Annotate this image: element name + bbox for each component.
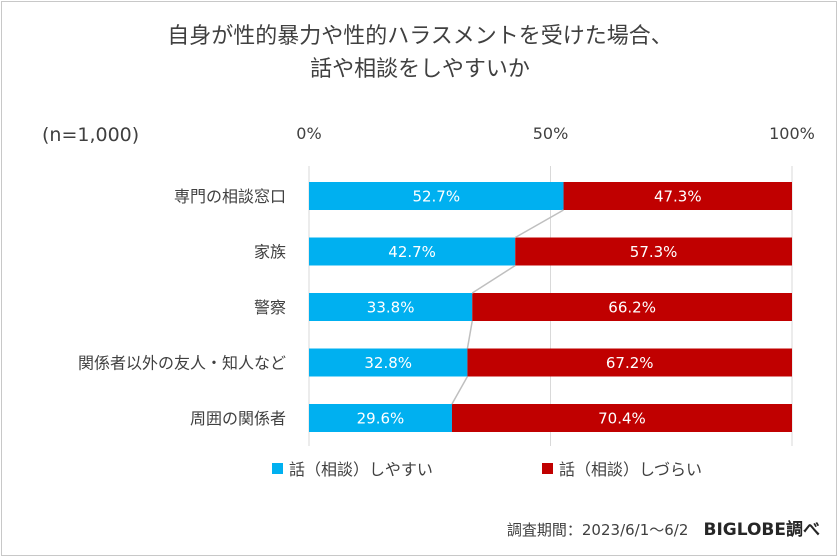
bar-hard xyxy=(472,293,792,321)
survey-period: 調査期間：2023/6/1～6/2 xyxy=(506,521,689,539)
category-label: 周囲の関係者 xyxy=(190,409,286,428)
category-label: 専門の相談窓口 xyxy=(174,187,286,206)
legend-item-easy: 話（相談）しやすい xyxy=(272,456,433,480)
bar-hard xyxy=(467,348,792,377)
bar-easy xyxy=(309,348,468,377)
series-connector xyxy=(514,209,564,239)
category-label: 家族 xyxy=(254,243,286,262)
data-label-hard: 57.3% xyxy=(630,243,678,261)
x-tick-label: 0% xyxy=(296,124,321,143)
data-label-easy: 42.7% xyxy=(388,243,436,261)
data-label-hard: 66.2% xyxy=(608,299,656,317)
series-connector xyxy=(451,376,469,405)
series-connector xyxy=(466,320,473,349)
legend-label-hard: 話（相談）しづらい xyxy=(559,460,703,479)
category-label: 関係者以外の友人・知人など xyxy=(78,354,286,373)
data-label-easy: 33.8% xyxy=(367,299,415,317)
data-label-hard: 70.4% xyxy=(598,410,646,428)
bar-easy xyxy=(309,404,452,432)
legend-label-easy: 話（相談）しやすい xyxy=(289,460,433,479)
data-label-hard: 67.2% xyxy=(606,354,654,372)
data-label-hard: 47.3% xyxy=(654,188,702,206)
bar-easy xyxy=(309,237,516,266)
footer: 調査期間：2023/6/1～6/2 BIGLOBE調べ xyxy=(507,515,820,540)
x-tick-label: 100% xyxy=(769,124,815,143)
sample-size-note: (n=1,000) xyxy=(42,124,140,146)
source-brand: BIGLOBE調べ xyxy=(703,520,821,540)
bar-hard xyxy=(563,182,792,210)
chart-title: 自身が性的暴力や性的ハラスメントを受けた場合、 話や相談をしやすいか xyxy=(0,20,840,86)
data-label-easy: 52.7% xyxy=(412,188,460,206)
category-label: 警察 xyxy=(254,298,286,317)
chart-title-line1: 自身が性的暴力や性的ハラスメントを受けた場合、 xyxy=(167,24,673,49)
legend-swatch-easy xyxy=(272,462,283,474)
legend: 話（相談）しやすい 話（相談）しづらい xyxy=(0,456,840,480)
bar-easy xyxy=(309,182,564,210)
x-tick-label: 50% xyxy=(533,124,569,143)
legend-swatch-hard xyxy=(542,462,553,474)
series-connector xyxy=(471,264,516,294)
legend-item-hard: 話（相談）しづらい xyxy=(542,456,702,480)
bar-hard xyxy=(451,404,792,432)
data-label-easy: 29.6% xyxy=(357,410,405,428)
bar-hard xyxy=(515,237,792,266)
chart-title-line2: 話や相談をしやすいか xyxy=(310,57,530,82)
bar-easy xyxy=(309,293,473,321)
data-label-easy: 32.8% xyxy=(364,354,412,372)
